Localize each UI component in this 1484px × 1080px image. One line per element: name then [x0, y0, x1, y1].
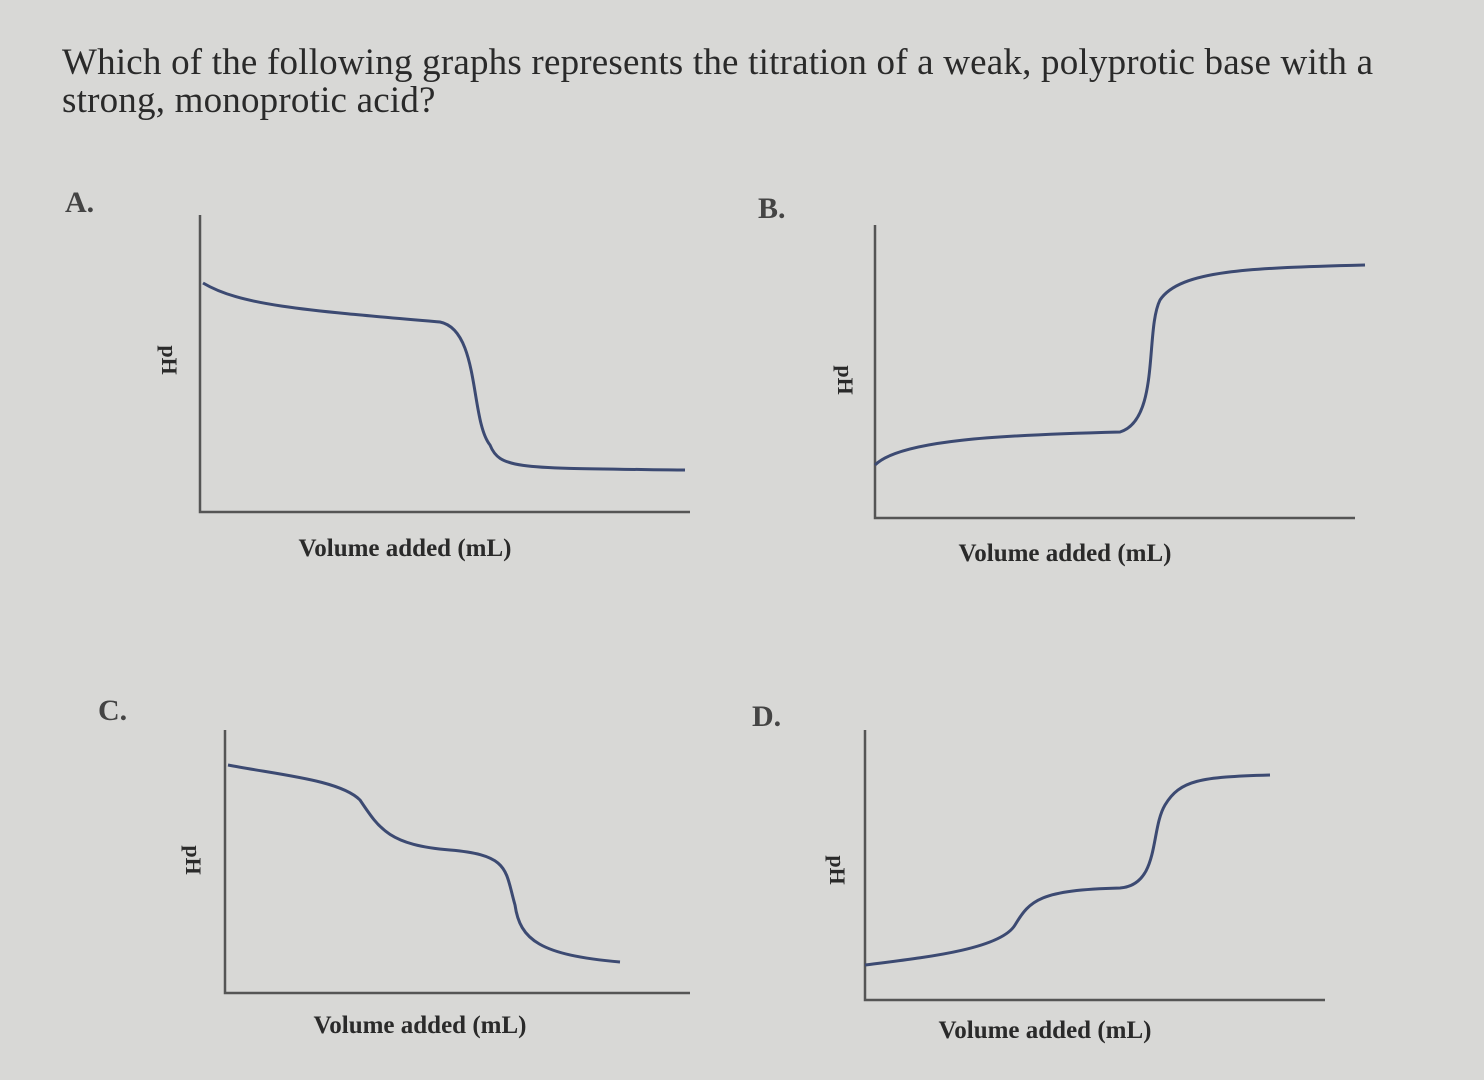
- option-label: D.: [752, 700, 781, 733]
- x-axis-label: Volume added (mL): [939, 1017, 1152, 1044]
- option-label: C.: [98, 694, 127, 727]
- titration-curve: [864, 773, 1271, 967]
- titration-curve: [873, 263, 1366, 467]
- option-b[interactable]: B. pH Volume added (mL): [758, 192, 1366, 567]
- option-a[interactable]: A. pH Volume added (mL): [65, 186, 690, 562]
- titration-curve: [202, 281, 686, 472]
- axes: [223, 730, 690, 995]
- option-label: A.: [65, 186, 94, 219]
- option-d[interactable]: D. pH Volume added (mL): [752, 700, 1325, 1044]
- x-axis-label: Volume added (mL): [959, 540, 1172, 567]
- y-axis-label: pH: [157, 345, 182, 374]
- y-axis-label: pH: [181, 845, 206, 874]
- y-axis-label: pH: [833, 365, 858, 394]
- option-c[interactable]: C. pH Volume added (mL): [98, 694, 690, 1039]
- axes: [863, 730, 1325, 1002]
- question: Which of the following graphs represents…: [62, 42, 1374, 121]
- x-axis-label: Volume added (mL): [299, 535, 512, 562]
- option-label: B.: [758, 192, 786, 225]
- axes: [873, 225, 1355, 520]
- y-axis-label: pH: [825, 855, 850, 884]
- x-axis-label: Volume added (mL): [314, 1012, 527, 1039]
- axes: [198, 215, 690, 514]
- titration-curve: [227, 763, 621, 964]
